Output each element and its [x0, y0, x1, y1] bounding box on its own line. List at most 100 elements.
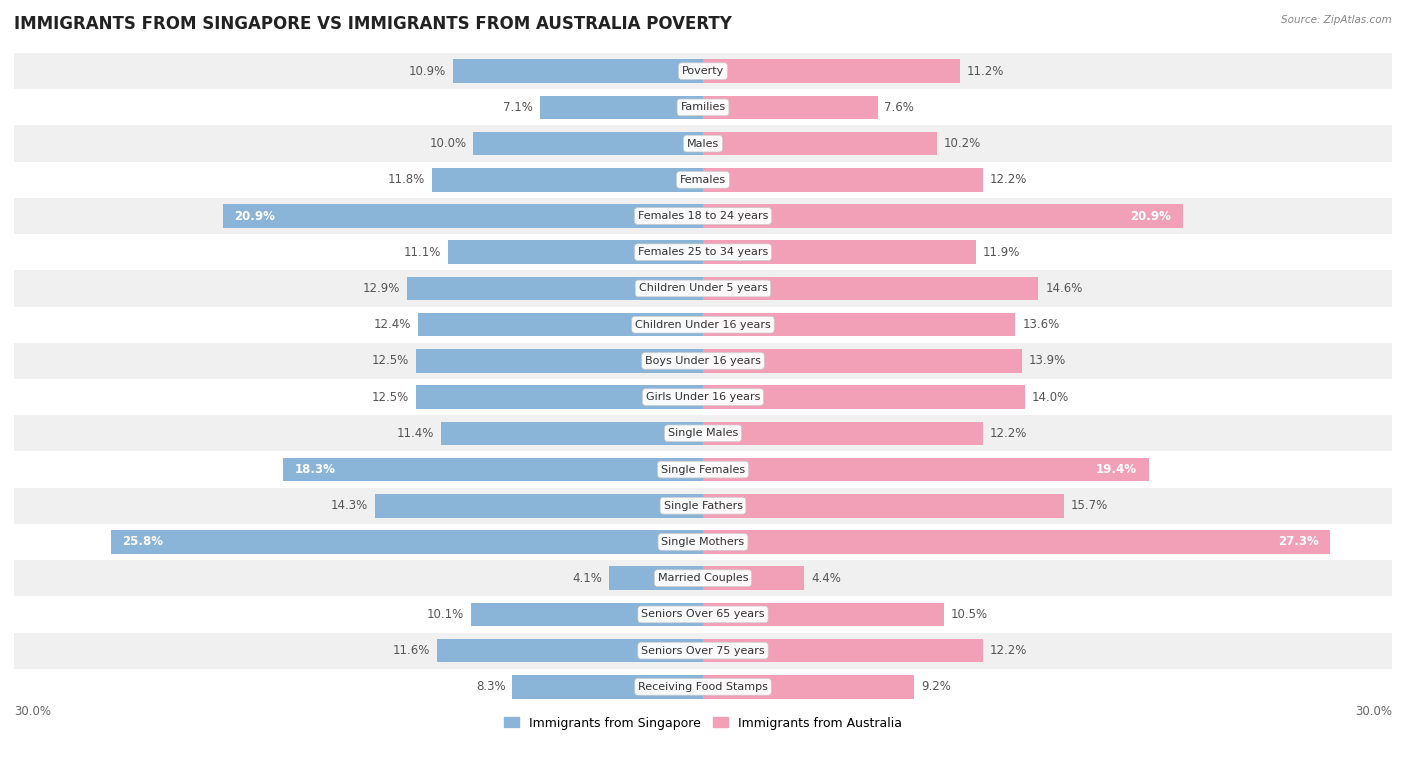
Text: 12.4%: 12.4% [374, 318, 412, 331]
Text: Source: ZipAtlas.com: Source: ZipAtlas.com [1281, 15, 1392, 25]
Text: 4.1%: 4.1% [572, 572, 602, 584]
Text: IMMIGRANTS FROM SINGAPORE VS IMMIGRANTS FROM AUSTRALIA POVERTY: IMMIGRANTS FROM SINGAPORE VS IMMIGRANTS … [14, 15, 733, 33]
Text: Receiving Food Stamps: Receiving Food Stamps [638, 682, 768, 692]
Bar [540, 96, 703, 119]
Legend: Immigrants from Singapore, Immigrants from Australia: Immigrants from Singapore, Immigrants fr… [499, 712, 907, 735]
Text: Single Males: Single Males [668, 428, 738, 438]
Bar [416, 385, 703, 409]
Text: 30.0%: 30.0% [14, 705, 51, 718]
Text: 11.8%: 11.8% [388, 174, 425, 186]
Bar [14, 234, 1392, 271]
Bar [703, 421, 983, 445]
Text: 20.9%: 20.9% [1130, 209, 1171, 223]
Text: Single Females: Single Females [661, 465, 745, 475]
Bar [14, 89, 1392, 126]
Text: 18.3%: 18.3% [294, 463, 335, 476]
Bar [14, 669, 1392, 705]
Bar [703, 168, 983, 192]
Bar [703, 458, 1149, 481]
Text: Girls Under 16 years: Girls Under 16 years [645, 392, 761, 402]
Text: 13.9%: 13.9% [1029, 355, 1066, 368]
Bar [14, 379, 1392, 415]
Bar [703, 603, 945, 626]
Bar [14, 126, 1392, 161]
Bar [453, 59, 703, 83]
Bar [703, 639, 983, 662]
Text: 7.6%: 7.6% [884, 101, 914, 114]
Text: 7.1%: 7.1% [503, 101, 533, 114]
Bar [14, 306, 1392, 343]
Bar [703, 204, 1182, 228]
Bar [703, 675, 914, 699]
Text: 11.4%: 11.4% [396, 427, 434, 440]
Text: Females 18 to 24 years: Females 18 to 24 years [638, 211, 768, 221]
Bar [703, 385, 1025, 409]
Text: 12.9%: 12.9% [363, 282, 399, 295]
Bar [703, 566, 804, 590]
Text: Married Couples: Married Couples [658, 573, 748, 583]
Bar [111, 530, 703, 554]
Text: Boys Under 16 years: Boys Under 16 years [645, 356, 761, 366]
Text: Males: Males [688, 139, 718, 149]
Bar [224, 204, 703, 228]
Bar [471, 603, 703, 626]
Bar [703, 59, 960, 83]
Bar [609, 566, 703, 590]
Text: 10.9%: 10.9% [409, 64, 446, 77]
Text: 11.9%: 11.9% [983, 246, 1021, 258]
Text: 11.2%: 11.2% [967, 64, 1004, 77]
Text: 10.5%: 10.5% [950, 608, 988, 621]
Text: 14.6%: 14.6% [1045, 282, 1083, 295]
Text: 12.2%: 12.2% [990, 174, 1028, 186]
Text: Families: Families [681, 102, 725, 112]
Bar [449, 240, 703, 264]
Bar [14, 161, 1392, 198]
Text: 10.1%: 10.1% [427, 608, 464, 621]
Text: 10.0%: 10.0% [429, 137, 467, 150]
Text: Females: Females [681, 175, 725, 185]
Bar [14, 343, 1392, 379]
Text: 25.8%: 25.8% [122, 535, 163, 549]
Bar [14, 487, 1392, 524]
Text: Children Under 5 years: Children Under 5 years [638, 283, 768, 293]
Text: 14.3%: 14.3% [330, 500, 368, 512]
Text: 11.6%: 11.6% [392, 644, 430, 657]
Bar [703, 494, 1063, 518]
Text: 10.2%: 10.2% [945, 137, 981, 150]
Bar [703, 349, 1022, 373]
Bar [374, 494, 703, 518]
Bar [418, 313, 703, 337]
Bar [14, 597, 1392, 632]
Bar [14, 415, 1392, 452]
Text: 12.5%: 12.5% [371, 355, 409, 368]
Text: 13.6%: 13.6% [1022, 318, 1060, 331]
Bar [437, 639, 703, 662]
Text: 4.4%: 4.4% [811, 572, 841, 584]
Bar [14, 271, 1392, 306]
Text: 15.7%: 15.7% [1070, 500, 1108, 512]
Text: Seniors Over 65 years: Seniors Over 65 years [641, 609, 765, 619]
Bar [283, 458, 703, 481]
Text: Females 25 to 34 years: Females 25 to 34 years [638, 247, 768, 257]
Bar [703, 313, 1015, 337]
Text: 14.0%: 14.0% [1032, 390, 1069, 403]
Text: 12.2%: 12.2% [990, 427, 1028, 440]
Bar [14, 560, 1392, 597]
Bar [14, 452, 1392, 487]
Bar [14, 198, 1392, 234]
Text: Seniors Over 75 years: Seniors Over 75 years [641, 646, 765, 656]
Bar [474, 132, 703, 155]
Text: 19.4%: 19.4% [1097, 463, 1137, 476]
Text: Single Fathers: Single Fathers [664, 501, 742, 511]
Bar [14, 53, 1392, 89]
Text: 12.2%: 12.2% [990, 644, 1028, 657]
Bar [406, 277, 703, 300]
Text: Children Under 16 years: Children Under 16 years [636, 320, 770, 330]
Text: 27.3%: 27.3% [1278, 535, 1319, 549]
Bar [703, 530, 1330, 554]
Bar [14, 632, 1392, 669]
Bar [512, 675, 703, 699]
Text: 8.3%: 8.3% [475, 681, 506, 694]
Text: Poverty: Poverty [682, 66, 724, 76]
Text: 12.5%: 12.5% [371, 390, 409, 403]
